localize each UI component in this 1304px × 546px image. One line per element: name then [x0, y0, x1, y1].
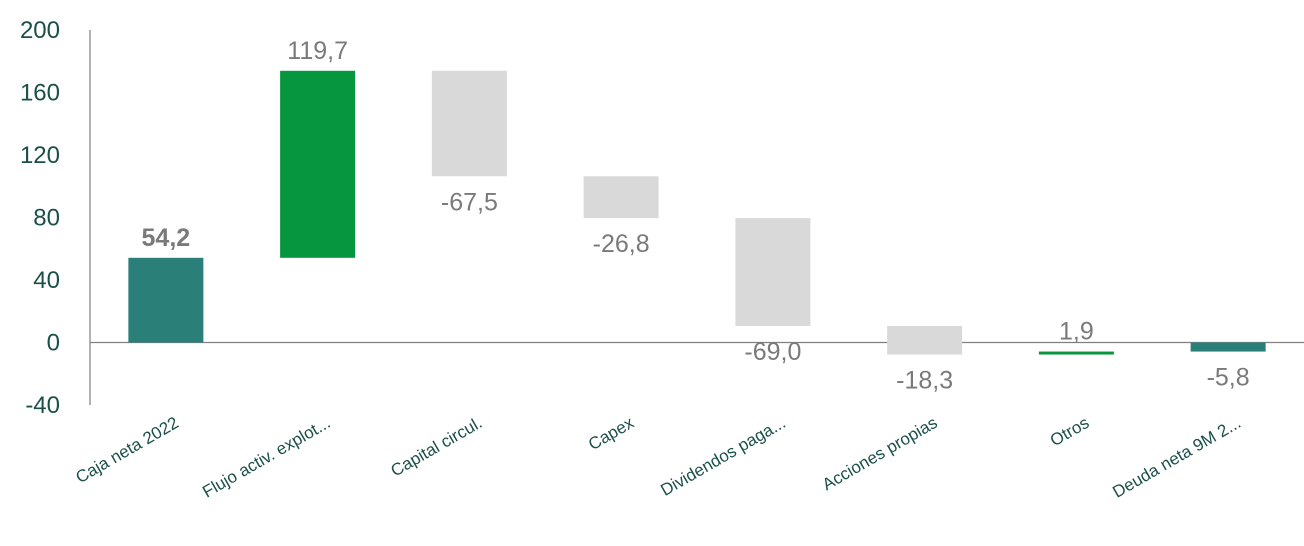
y-tick-label: 0 — [47, 330, 60, 357]
x-tick-labels: Caja neta 2022 Flujo activ. explot... Capi… — [72, 413, 1244, 502]
bars — [128, 70, 1266, 355]
data-label: 54,2 — [142, 224, 191, 252]
data-label: -67,5 — [441, 188, 498, 216]
bar — [431, 70, 507, 177]
x-tick-label: Deuda neta 9M 2... — [1109, 413, 1244, 502]
y-tick-label: 80 — [33, 205, 60, 232]
data-label: -18,3 — [896, 367, 953, 395]
axes: -40 0 40 80 120 160 200 — [20, 17, 1304, 419]
y-tick-label: -40 — [25, 392, 60, 419]
data-label: -69,0 — [744, 338, 801, 366]
data-label: -26,8 — [593, 230, 650, 258]
bar — [128, 257, 204, 343]
x-tick-label: Caja neta 2022 — [72, 413, 181, 487]
y-tick-label: 120 — [20, 142, 60, 169]
data-label: -5,8 — [1207, 364, 1250, 392]
x-tick-label: Flujo activ. explot... — [199, 413, 333, 502]
bar — [1038, 351, 1114, 355]
data-label: 1,9 — [1059, 318, 1094, 346]
x-tick-label: Dividendos paga... — [657, 413, 788, 500]
x-tick-label: Capex — [585, 413, 637, 454]
data-label: 119,7 — [287, 37, 348, 65]
x-tick-label: Otros — [1047, 413, 1092, 450]
x-tick-label: Acciones propias — [819, 413, 941, 494]
y-tick-label: 40 — [33, 267, 60, 294]
bar — [280, 70, 356, 258]
bar — [735, 218, 811, 326]
data-labels: 54,2 119,7 -67,5 -26,8 -69,0 -18,3 1,9 -5,8 — [142, 37, 1250, 395]
bar — [887, 325, 963, 355]
bar — [583, 176, 659, 219]
y-tick-label: 200 — [20, 17, 60, 44]
x-tick-label: Capital circul. — [387, 413, 485, 480]
bar — [1190, 342, 1266, 352]
y-tick-label: 160 — [20, 80, 60, 107]
